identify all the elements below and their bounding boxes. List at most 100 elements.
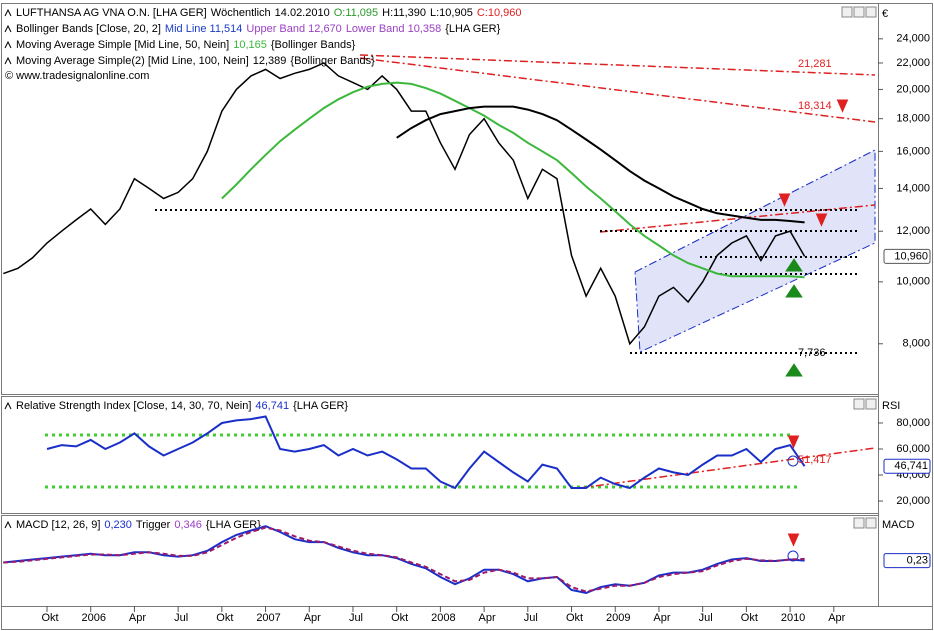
last-value-box — [883, 553, 931, 569]
sell-arrow — [787, 435, 800, 547]
x-tick-label: 2007 — [256, 612, 280, 624]
y-tick-label: 12,000 — [896, 225, 930, 237]
last-value-label: 0,23 — [907, 554, 928, 566]
legend-text: {Bollinger Bands} — [290, 55, 375, 67]
x-tick-label: Okt — [566, 612, 583, 624]
trend-line — [599, 204, 876, 233]
annotation: 21,281 — [798, 58, 832, 70]
annotation: 7,736 — [798, 347, 826, 359]
y-axis-label: MACD — [882, 519, 914, 531]
legend-text: {Bollinger Bands} — [271, 39, 356, 51]
y-tick-label: 18,000 — [896, 113, 930, 125]
legend-text: Moving Average Simple(2) [Mid Line, 100,… — [16, 55, 249, 67]
y-tick-label: 20,000 — [896, 83, 930, 95]
legend-text: 10,165 — [233, 39, 267, 51]
minimize-button[interactable] — [841, 6, 853, 18]
y-tick-label: 20,000 — [896, 495, 930, 507]
legend-text: MACD [12, 26, 9] — [16, 519, 100, 531]
y-tick-label: 10,000 — [896, 276, 930, 288]
y-tick-label: 14,000 — [896, 182, 930, 194]
last-value-box — [883, 248, 931, 264]
x-tick-label: Jul — [349, 612, 363, 624]
legend-line: Moving Average Simple(2) [Mid Line, 100,… — [16, 55, 375, 67]
legend-text: Upper Band 12,670 — [246, 23, 341, 35]
legend-icon — [4, 8, 12, 17]
legend-line: MACD [12, 26, 9] 0,230 Trigger 0,346 {LHA GE… — [16, 519, 261, 531]
legend-text: 12,389 — [253, 55, 287, 67]
series-line — [221, 81, 805, 279]
close-button[interactable] — [865, 517, 877, 529]
legend-text: H:11,390 — [382, 7, 426, 19]
annotation: 51,417 — [798, 454, 832, 466]
legend-text: Wöchentlich — [211, 7, 271, 19]
legend-text: LUFTHANSA AG VNA O.N. [LHA GER] — [16, 7, 207, 19]
x-tick-label: Apr — [828, 612, 845, 624]
legend-text: 14.02.2010 — [275, 7, 330, 19]
legend-icon — [4, 401, 12, 410]
legend-icon — [4, 24, 12, 33]
last-value-box — [883, 458, 931, 474]
x-tick-label: Okt — [41, 612, 58, 624]
trend-line — [359, 57, 876, 123]
legend-text: Lower Band 10,358 — [346, 23, 441, 35]
y-tick-label: 80,000 — [896, 417, 930, 429]
x-tick-label: Apr — [479, 612, 496, 624]
annotation: 18,314 — [798, 100, 832, 112]
legend-text: Moving Average Simple [Mid Line, 50, Nei… — [16, 39, 229, 51]
legend-text: Trigger — [136, 519, 171, 531]
legend-text: Bollinger Bands [Close, 20, 2] — [16, 23, 161, 35]
maximize-button[interactable] — [853, 398, 865, 410]
legend-text: C:10,960 — [477, 7, 522, 19]
x-tick-label: Jul — [524, 612, 538, 624]
x-tick-label: Apr — [304, 612, 321, 624]
maximize-button[interactable] — [853, 517, 865, 529]
close-button[interactable] — [865, 6, 877, 18]
x-tick-label: Jul — [174, 612, 188, 624]
legend-icon — [4, 520, 12, 529]
y-tick-label: 22,000 — [896, 57, 930, 69]
x-tick-label: 2010 — [781, 612, 805, 624]
series-line — [3, 526, 805, 593]
x-tick-label: 2006 — [81, 612, 105, 624]
marker — [787, 550, 799, 562]
close-button[interactable] — [865, 398, 877, 410]
legend-text: {LHA GER} — [206, 519, 261, 531]
x-tick-label: Okt — [741, 612, 758, 624]
legend-text: {LHA GER} — [293, 400, 348, 412]
rsi-trend-line — [579, 447, 876, 489]
y-tick-label: 60,000 — [896, 443, 930, 455]
buy-arrow — [785, 258, 803, 377]
trend-line — [359, 54, 876, 76]
maximize-button[interactable] — [853, 6, 865, 18]
y-tick-label: 24,000 — [896, 33, 930, 45]
y-axis-label: RSI — [882, 400, 900, 412]
marker — [787, 455, 799, 467]
legend-text: 0,346 — [174, 519, 202, 531]
legend-text: 0,230 — [104, 519, 132, 531]
legend-text: O:11,095 — [334, 7, 378, 19]
legend-line: Bollinger Bands [Close, 20, 2] Mid Line 1… — [16, 23, 501, 35]
panel-buttons — [841, 6, 877, 529]
x-tick-label: 2008 — [431, 612, 455, 624]
legend-text: Relative Strength Index [Close, 14, 30, … — [16, 400, 251, 412]
legend-icon — [4, 56, 12, 65]
x-tick-label: Jul — [699, 612, 713, 624]
y-axis-label: € — [882, 8, 888, 20]
legend-text: L:10,905 — [430, 7, 473, 19]
legend-line: Relative Strength Index [Close, 14, 30, … — [16, 400, 348, 412]
sell-arrow — [778, 99, 849, 227]
x-tick-label: Okt — [216, 612, 233, 624]
legend-text: 46,741 — [255, 400, 289, 412]
legend-text: {LHA GER} — [445, 23, 500, 35]
time-axis — [1, 606, 933, 630]
series-line — [46, 415, 806, 490]
legend-line: LUFTHANSA AG VNA O.N. [LHA GER] Wöchentli… — [16, 7, 521, 19]
last-value-label: 10,960 — [894, 250, 928, 262]
x-tick-label: 2009 — [606, 612, 630, 624]
legend-icon — [4, 40, 12, 49]
legend-line: Moving Average Simple [Mid Line, 50, Nei… — [16, 39, 356, 51]
series-line — [396, 105, 805, 224]
series-line — [3, 62, 806, 346]
